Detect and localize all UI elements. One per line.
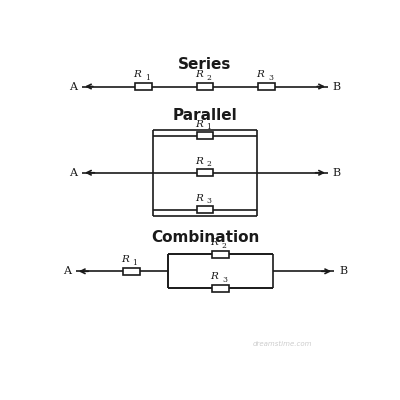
Text: 2: 2: [206, 160, 212, 168]
Text: Series: Series: [178, 58, 232, 72]
Text: R: R: [195, 194, 202, 203]
Bar: [135, 83, 152, 90]
Text: 1: 1: [206, 123, 212, 131]
Text: Parallel: Parallel: [173, 108, 237, 123]
Bar: [212, 251, 229, 258]
Bar: [258, 83, 275, 90]
Text: R: R: [195, 120, 202, 129]
Text: R: R: [195, 70, 202, 80]
Bar: [123, 268, 140, 275]
Text: R: R: [210, 238, 218, 247]
Text: 3: 3: [206, 197, 212, 205]
Text: 3: 3: [222, 276, 227, 284]
Text: B: B: [333, 168, 341, 178]
Text: 2: 2: [222, 242, 227, 250]
Text: 3: 3: [268, 74, 273, 82]
Text: R: R: [210, 272, 218, 281]
Text: R: R: [256, 70, 264, 80]
Text: A: A: [69, 168, 77, 178]
Text: Combination: Combination: [151, 230, 259, 245]
Bar: [196, 169, 214, 176]
Text: 1: 1: [145, 74, 150, 82]
Text: B: B: [339, 266, 347, 276]
Text: R: R: [195, 157, 202, 166]
Bar: [196, 132, 214, 139]
Text: A: A: [63, 266, 71, 276]
Text: R: R: [133, 70, 141, 80]
Text: R: R: [121, 255, 129, 264]
Text: 2: 2: [206, 74, 212, 82]
Bar: [196, 206, 214, 213]
Text: A: A: [69, 82, 77, 92]
Bar: [212, 285, 229, 292]
Text: dreamstime.com: dreamstime.com: [252, 341, 312, 347]
Text: 1: 1: [133, 259, 138, 267]
Bar: [196, 83, 214, 90]
Text: B: B: [333, 82, 341, 92]
